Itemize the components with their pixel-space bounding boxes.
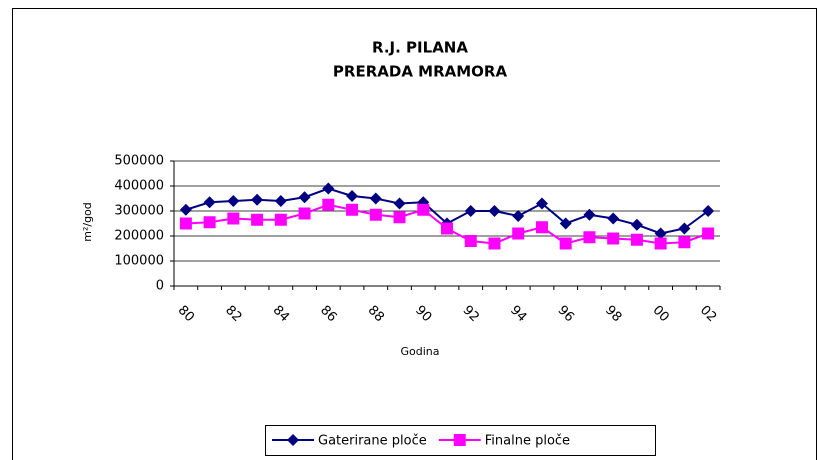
- point: [678, 236, 691, 249]
- point: [251, 213, 264, 226]
- point: [346, 203, 359, 216]
- point: [393, 211, 406, 224]
- point: [322, 198, 335, 211]
- y-tick-label: 500000: [114, 154, 164, 169]
- point: [630, 218, 643, 231]
- point: [203, 196, 216, 209]
- point: [488, 205, 501, 217]
- point: [203, 216, 216, 229]
- point: [369, 192, 382, 205]
- y-tick-label: 300000: [114, 204, 164, 219]
- point: [179, 217, 192, 230]
- point: [559, 217, 572, 230]
- point: [630, 233, 643, 246]
- point: [369, 208, 382, 221]
- point: [441, 222, 453, 235]
- x-axis-label: Godina: [400, 345, 439, 358]
- point: [607, 212, 620, 225]
- point: [227, 212, 240, 225]
- point: [678, 222, 691, 235]
- chart-frame: [12, 8, 817, 460]
- point: [512, 210, 525, 222]
- chart-title: R.J. PILANA: [372, 39, 468, 57]
- point: [274, 195, 287, 207]
- point: [512, 227, 525, 240]
- point: [464, 235, 477, 247]
- legend-marker: [453, 434, 466, 446]
- point: [535, 221, 548, 234]
- point: [393, 197, 406, 210]
- legend-label: Finalne ploče: [485, 434, 570, 449]
- point: [488, 237, 501, 250]
- point: [179, 203, 192, 216]
- y-tick-label: 0: [156, 279, 164, 294]
- point: [702, 227, 715, 240]
- point: [559, 237, 572, 250]
- point: [227, 195, 240, 207]
- point: [298, 207, 311, 220]
- point: [346, 190, 359, 202]
- point: [322, 182, 335, 195]
- legend-marker: [287, 434, 299, 446]
- point: [464, 205, 477, 217]
- y-tick-label: 100000: [114, 254, 164, 269]
- y-tick-label: 200000: [114, 229, 164, 244]
- point: [417, 203, 430, 216]
- point: [535, 197, 548, 210]
- point: [702, 205, 715, 217]
- y-axis-label: m²/god: [81, 202, 94, 242]
- point: [654, 237, 667, 250]
- chart-title: PRERADA MRAMORA: [333, 63, 508, 81]
- point: [607, 232, 620, 245]
- y-tick-label: 400000: [114, 179, 164, 194]
- point: [583, 231, 596, 244]
- point: [583, 208, 596, 221]
- point: [654, 227, 667, 240]
- point: [274, 213, 287, 226]
- point: [298, 191, 311, 204]
- legend-label: Gaterirane ploče: [318, 434, 427, 449]
- point: [251, 193, 264, 206]
